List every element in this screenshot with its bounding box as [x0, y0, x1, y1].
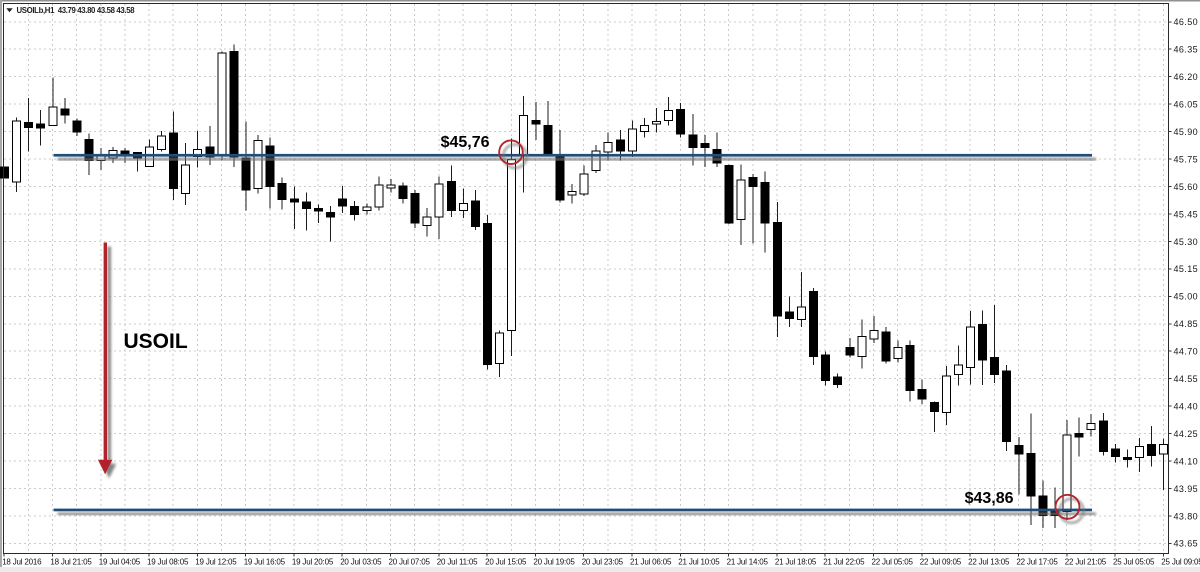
svg-text:21 Jul 06:05: 21 Jul 06:05 — [630, 558, 672, 567]
svg-text:22 Jul 13:05: 22 Jul 13:05 — [968, 558, 1010, 567]
svg-text:25 Jul 05:05: 25 Jul 05:05 — [1113, 558, 1155, 567]
svg-text:19 Jul 12:05: 19 Jul 12:05 — [195, 558, 237, 567]
svg-text:19 Jul 08:05: 19 Jul 08:05 — [147, 558, 189, 567]
svg-text:45.60: 45.60 — [1174, 182, 1199, 192]
svg-text:USOIL: USOIL — [124, 330, 188, 353]
svg-text:45.90: 45.90 — [1174, 127, 1199, 137]
svg-text:43.65: 43.65 — [1174, 539, 1199, 549]
svg-text:44.70: 44.70 — [1174, 347, 1199, 357]
svg-text:20 Jul 15:05: 20 Jul 15:05 — [485, 558, 527, 567]
svg-text:46.50: 46.50 — [1174, 17, 1199, 27]
svg-text:22 Jul 09:05: 22 Jul 09:05 — [920, 558, 962, 567]
svg-text:46.20: 46.20 — [1174, 72, 1199, 82]
svg-text:19 Jul 20:05: 19 Jul 20:05 — [292, 558, 334, 567]
svg-text:45.15: 45.15 — [1174, 264, 1199, 274]
svg-text:44.25: 44.25 — [1174, 429, 1199, 439]
svg-text:20 Jul 23:05: 20 Jul 23:05 — [582, 558, 624, 567]
svg-text:43.80: 43.80 — [1174, 511, 1199, 521]
svg-text:45.45: 45.45 — [1174, 209, 1199, 219]
svg-text:19 Jul 16:05: 19 Jul 16:05 — [244, 558, 286, 567]
svg-text:21 Jul 14:05: 21 Jul 14:05 — [727, 558, 769, 567]
svg-text:25 Jul 09:05: 25 Jul 09:05 — [1161, 558, 1200, 567]
svg-text:46.35: 46.35 — [1174, 45, 1199, 55]
svg-text:44.40: 44.40 — [1174, 402, 1199, 412]
svg-text:43.95: 43.95 — [1174, 484, 1199, 494]
svg-text:18 Jul 2016: 18 Jul 2016 — [2, 558, 42, 567]
svg-text:20 Jul 03:05: 20 Jul 03:05 — [340, 558, 382, 567]
svg-text:44.85: 44.85 — [1174, 319, 1199, 329]
svg-text:$45,76: $45,76 — [441, 134, 490, 151]
svg-text:22 Jul 17:05: 22 Jul 17:05 — [1016, 558, 1058, 567]
svg-text:20 Jul 07:05: 20 Jul 07:05 — [389, 558, 431, 567]
svg-text:45.75: 45.75 — [1174, 155, 1199, 165]
svg-text:21 Jul 22:05: 21 Jul 22:05 — [823, 558, 865, 567]
svg-text:21 Jul 18:05: 21 Jul 18:05 — [775, 558, 817, 567]
svg-text:$43,86: $43,86 — [965, 490, 1014, 507]
svg-text:20 Jul 19:05: 20 Jul 19:05 — [533, 558, 575, 567]
svg-text:19 Jul 04:05: 19 Jul 04:05 — [99, 558, 141, 567]
svg-text:USOILb,H1 43.79 43.80 43.58 4: USOILb,H1 43.79 43.80 43.58 43.58 — [17, 6, 136, 15]
svg-text:21 Jul 10:05: 21 Jul 10:05 — [678, 558, 720, 567]
svg-text:45.00: 45.00 — [1174, 292, 1199, 302]
svg-text:46.05: 46.05 — [1174, 100, 1199, 110]
svg-text:22 Jul 21:05: 22 Jul 21:05 — [1065, 558, 1107, 567]
svg-text:44.55: 44.55 — [1174, 374, 1199, 384]
svg-text:18 Jul 21:05: 18 Jul 21:05 — [50, 558, 92, 567]
svg-text:45.30: 45.30 — [1174, 237, 1199, 247]
svg-text:22 Jul 05:05: 22 Jul 05:05 — [872, 558, 914, 567]
svg-text:20 Jul 11:05: 20 Jul 11:05 — [437, 558, 478, 567]
svg-text:44.10: 44.10 — [1174, 456, 1199, 466]
